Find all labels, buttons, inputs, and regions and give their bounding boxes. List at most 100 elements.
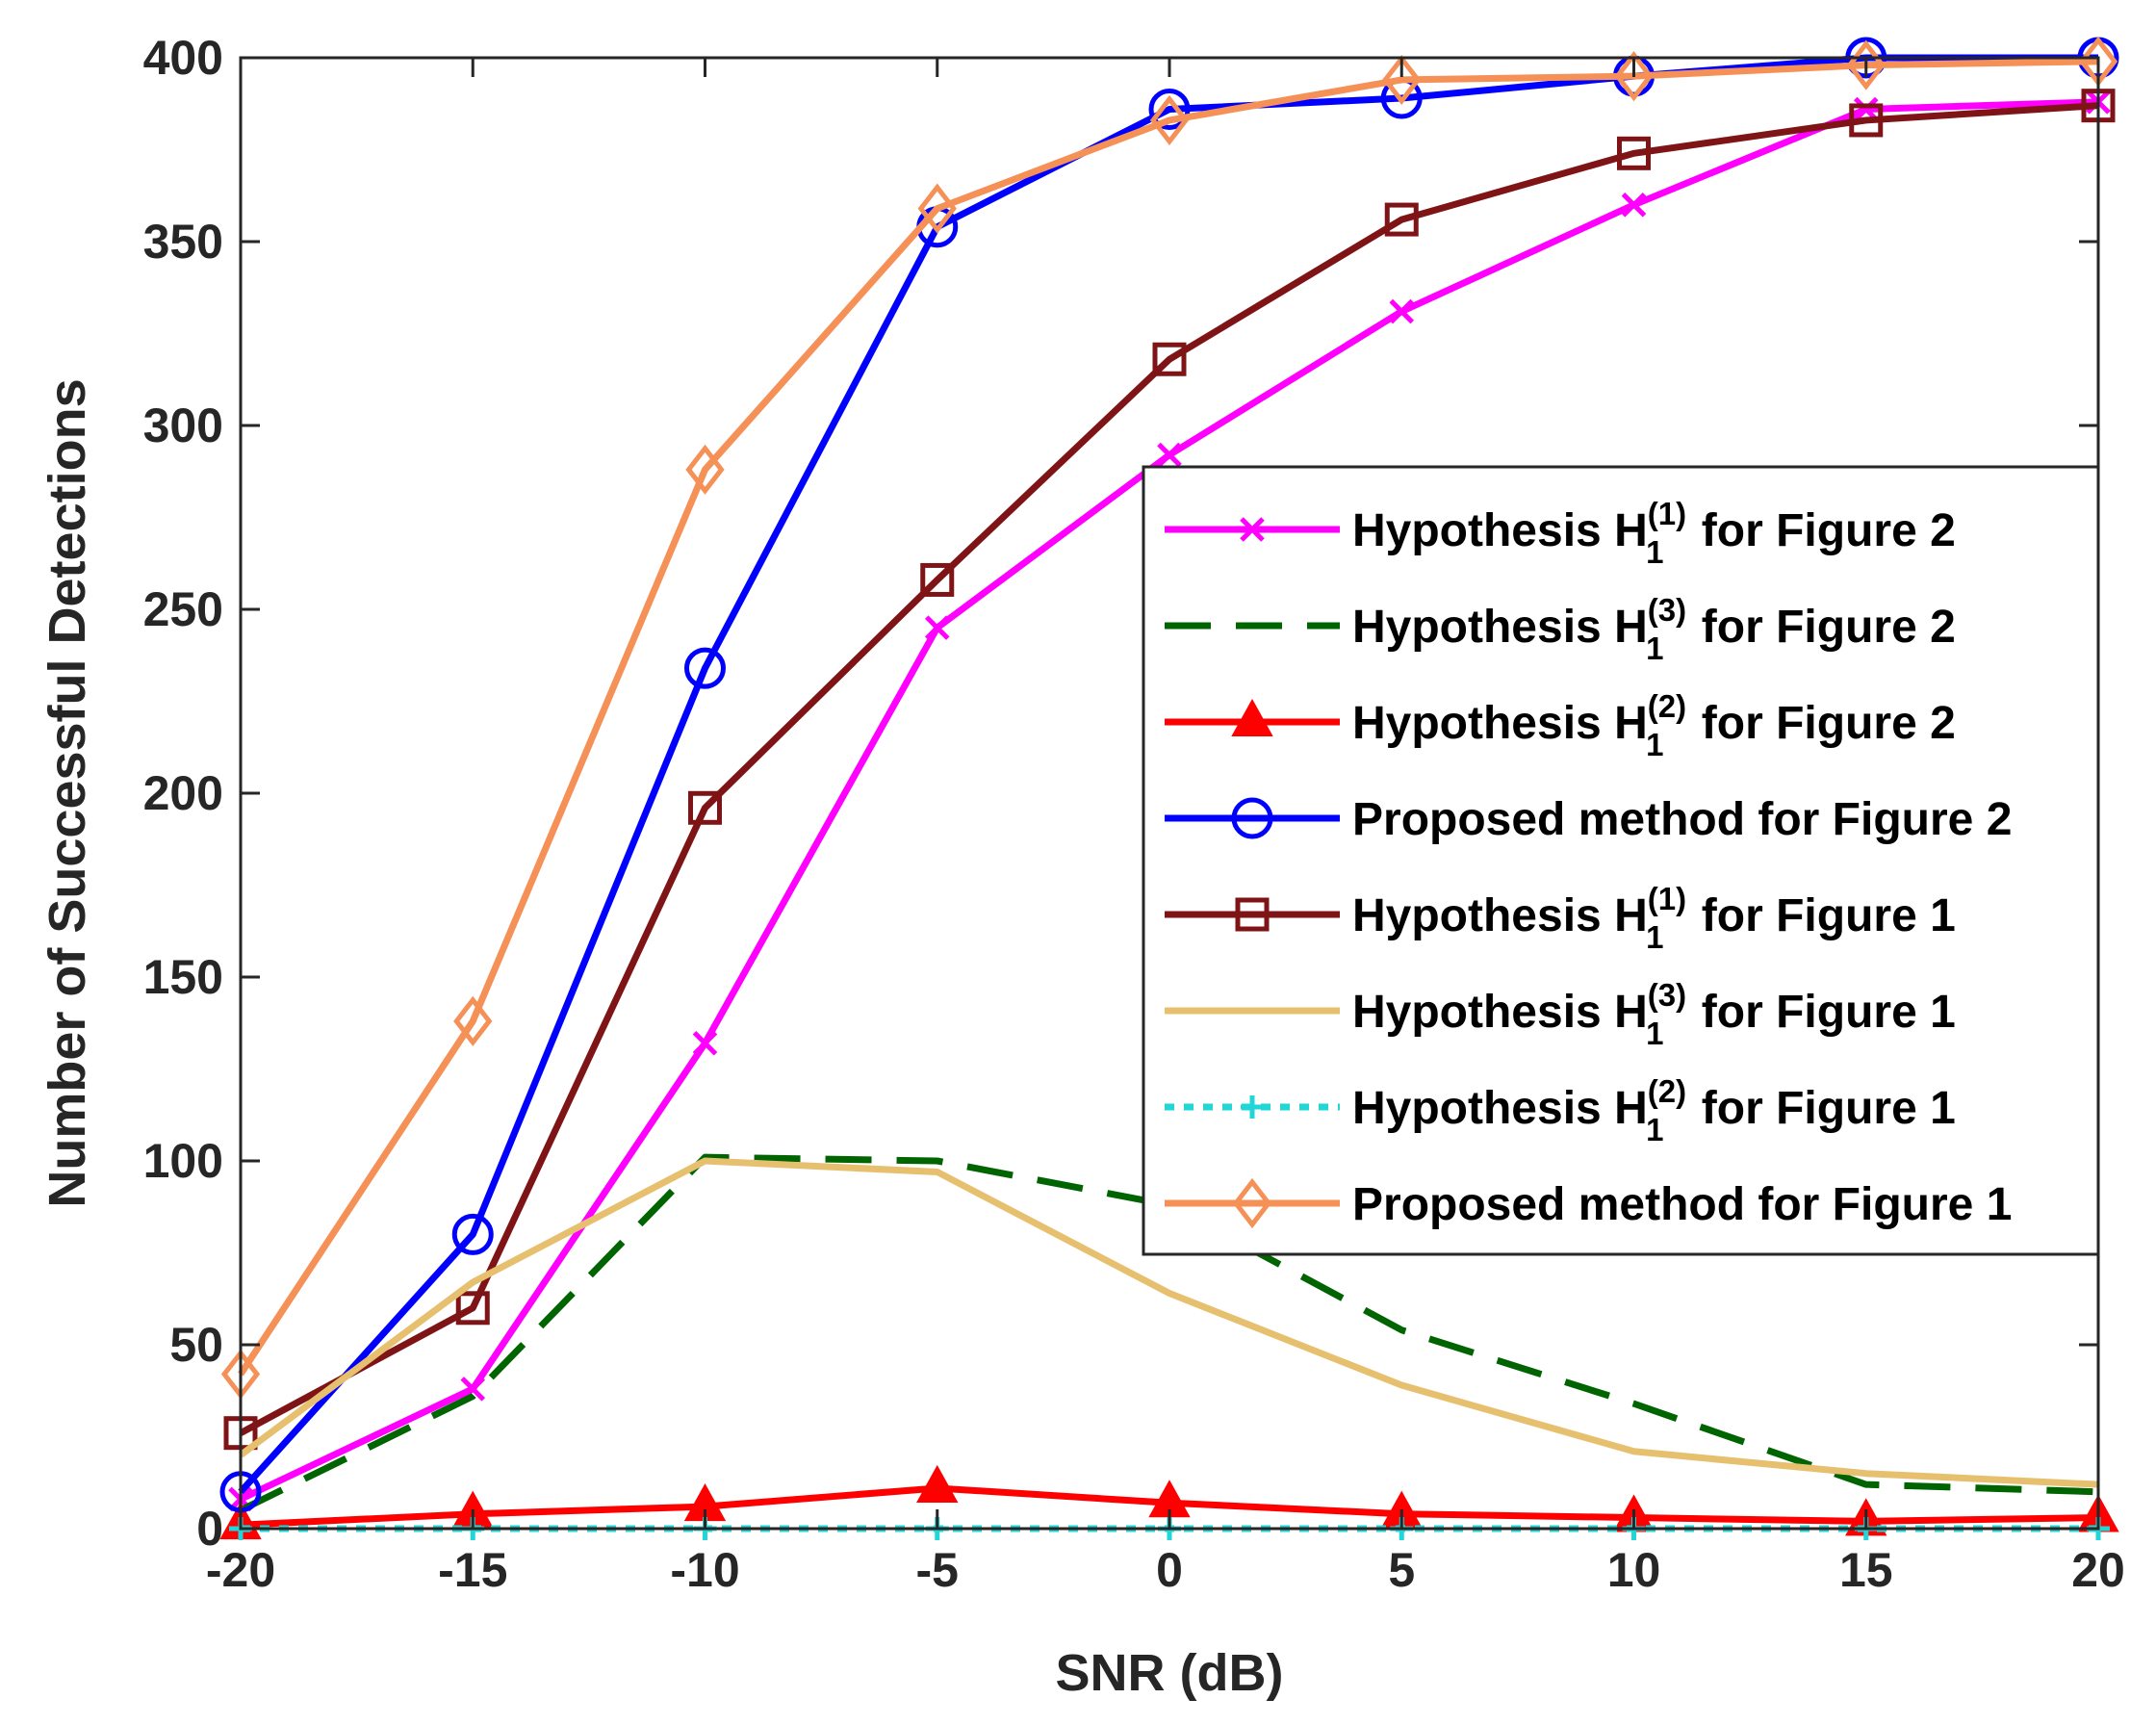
legend-label-sub: 1: [1646, 919, 1663, 955]
legend-item-6: Hypothesis H(3) 1 for Figure 1: [1165, 977, 1956, 1051]
y-tick-label-6: 250: [143, 582, 223, 636]
legend-label-sub: 1: [1646, 534, 1663, 570]
legend-label-6: Hypothesis H(3) 1 for Figure 1: [1352, 977, 1956, 1051]
y-tick-label-8: 350: [143, 215, 223, 269]
legend-label-tail: for Figure 2: [1688, 505, 1955, 556]
legend-item-3: Hypothesis H(2) 1 for Figure 2: [1165, 688, 1956, 762]
series-8-point-3: [685, 444, 725, 495]
y-axis-label: Number of Successful Detections: [38, 378, 96, 1207]
legend-marker-7: [1241, 1095, 1264, 1119]
x-tick-label-1: -20: [206, 1543, 275, 1597]
y-tick-label-4: 150: [143, 950, 223, 1004]
x-tick-label-3: -10: [670, 1543, 739, 1597]
series-5: [223, 89, 2116, 1451]
series-5-point-2: [455, 1291, 490, 1326]
legend-item-4: Proposed method for Figure 2: [1165, 794, 2012, 845]
legend-label-main: Proposed method for Figure 2: [1352, 794, 2012, 845]
series-5-line: [239, 102, 2099, 1436]
legend-item-7: Hypothesis H(2) 1 for Figure 1: [1165, 1073, 1956, 1147]
y-tick-label-1: 0: [196, 1502, 223, 1556]
legend-item-2: Hypothesis H(3) 1 for Figure 2: [1165, 592, 1956, 666]
x-tick-label-9: 20: [2071, 1543, 2125, 1597]
series-4-point-2: [451, 1213, 494, 1255]
x-tick-label-5: 0: [1156, 1543, 1183, 1597]
series-5-point-3: [688, 790, 722, 825]
legend-label-main: Hypothesis H: [1352, 698, 1648, 749]
series-1-point-7: [1621, 193, 1647, 218]
legend-label-sub: 1: [1646, 727, 1663, 762]
series-1-point-4: [924, 615, 950, 640]
series-4-point-3: [684, 647, 726, 689]
legend-marker-8: [1232, 1177, 1272, 1229]
legend-label-sup: (2): [1648, 1073, 1686, 1109]
series-1-point-3: [692, 1030, 718, 1056]
y-tick-label-5: 200: [143, 766, 223, 820]
y-tick-label-7: 300: [143, 399, 223, 452]
series-4-point-5: [1148, 88, 1191, 130]
legend-label-main: Hypothesis H: [1352, 987, 1648, 1038]
legend-label-sub: 1: [1646, 1112, 1663, 1147]
series-1-point-6: [1389, 298, 1415, 324]
legend-label-3: Hypothesis H(2) 1 for Figure 2: [1352, 688, 1956, 762]
legend-label-sup: (2): [1648, 688, 1686, 724]
series-8-point-6: [1382, 54, 1422, 106]
series-6: [238, 1157, 2099, 1488]
legend-marker-3: [1231, 698, 1273, 736]
x-tick-label-7: 10: [1607, 1543, 1661, 1597]
legend-label-main: Hypothesis H: [1352, 505, 1648, 556]
tick-layer: -20 -15 -10 -5 0 5 10 15 20050100150200250300350…: [143, 31, 2125, 1597]
legend-label-sub: 1: [1646, 631, 1663, 666]
series-5-point-6: [1384, 202, 1419, 237]
x-tick-label-6: 5: [1388, 1543, 1415, 1597]
legend-item-5: Hypothesis H(1) 1 for Figure 1: [1165, 881, 1956, 955]
series-8-point-2: [453, 995, 493, 1046]
series-2-line: [239, 1153, 2099, 1514]
legend-box: [1142, 465, 2100, 1256]
series-5-point-4: [920, 562, 955, 597]
legend-marker-1: [1240, 517, 1265, 542]
x-tick-label-2: -15: [438, 1543, 507, 1597]
y-tick-label-3: 100: [143, 1134, 223, 1188]
legend-label-8: Proposed method for Figure 1: [1352, 1179, 2012, 1230]
y-tick-label-2: 50: [169, 1318, 223, 1372]
series-8-point-7: [1614, 51, 1654, 102]
legend-label-5: Hypothesis H(1) 1 for Figure 1: [1352, 881, 1956, 955]
legend-item-8: Proposed method for Figure 1: [1165, 1177, 2012, 1230]
legend-label-tail: for Figure 2: [1688, 698, 1955, 749]
series-8: [220, 36, 2118, 1400]
series-1-point-8: [1853, 96, 1879, 122]
series-8-point-5: [1149, 94, 1190, 146]
legend-label-main: Hypothesis H: [1352, 1083, 1648, 1134]
series-8-point-4: [917, 183, 957, 234]
series-3-point-4: [916, 1464, 959, 1503]
legend-label-tail: for Figure 1: [1688, 987, 1955, 1038]
y-tick-label-9: 400: [143, 31, 223, 85]
legend-label-4: Proposed method for Figure 2: [1352, 794, 2012, 845]
legend-label-tail: for Figure 2: [1688, 602, 1955, 653]
legend-item-1: Hypothesis H(1) 1 for Figure 2: [1165, 496, 1956, 570]
series-5-point-5: [1152, 342, 1187, 376]
series-2: [239, 1153, 2099, 1514]
legend-label-sup: (1): [1648, 496, 1686, 531]
legend-label-7: Hypothesis H(2) 1 for Figure 1: [1352, 1073, 1956, 1147]
legend-label-sup: (1): [1648, 881, 1686, 916]
x-tick-label-8: 15: [1839, 1543, 1893, 1597]
x-axis-label: SNR (dB): [1056, 1644, 1284, 1702]
series-4-line: [238, 54, 2098, 1495]
legend-label-tail: for Figure 1: [1688, 1083, 1955, 1134]
legend-label-sub: 1: [1646, 1016, 1663, 1051]
x-tick-label-4: -5: [916, 1543, 959, 1597]
legend-marker-4: [1231, 797, 1273, 839]
legend-label-tail: for Figure 1: [1688, 890, 1955, 941]
series-5-point-7: [1617, 136, 1651, 170]
legend-label-main: Hypothesis H: [1352, 890, 1648, 941]
series-5-point-8: [1849, 103, 1884, 138]
legend-label-main: Proposed method for Figure 1: [1352, 1179, 2012, 1230]
legend-marker-5: [1235, 897, 1270, 932]
legend-label-1: Hypothesis H(1) 1 for Figure 2: [1352, 496, 1956, 570]
legend: Hypothesis H(1) 1 for Figure 2Hypothesis …: [1142, 465, 2100, 1256]
legend-label-main: Hypothesis H: [1352, 602, 1648, 653]
series-8-line: [238, 58, 2099, 1377]
series-1-point-2: [460, 1377, 486, 1402]
